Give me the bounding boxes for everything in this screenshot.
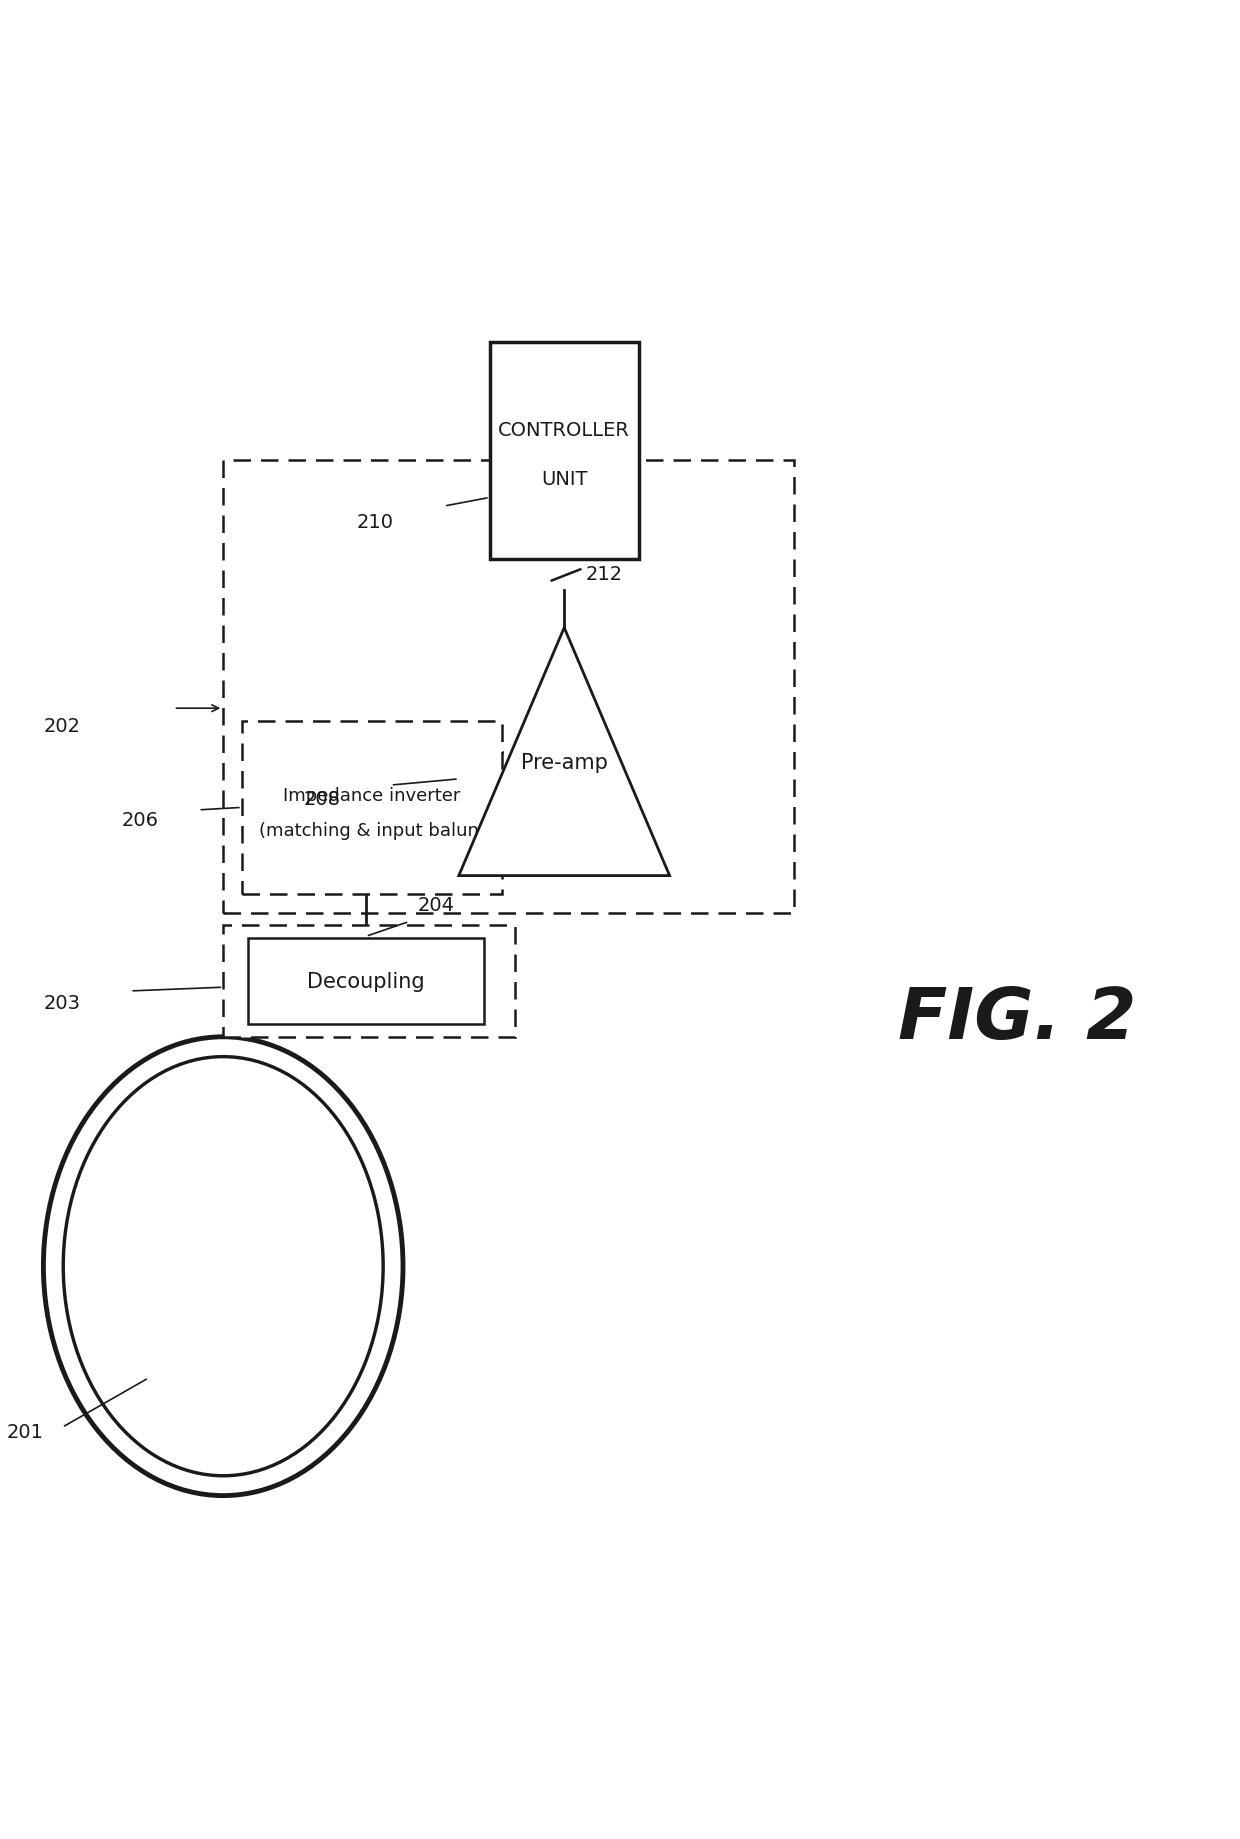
Bar	[242, 721, 502, 896]
Polygon shape	[459, 629, 670, 875]
Text: 206: 206	[122, 811, 159, 829]
Text: 201: 201	[6, 1423, 43, 1442]
Text: (matching & input balun): (matching & input balun)	[259, 822, 485, 839]
Text: 204: 204	[418, 896, 455, 914]
Text: Pre-amp: Pre-amp	[521, 752, 608, 772]
Ellipse shape	[43, 1037, 403, 1495]
Bar	[223, 462, 794, 914]
Bar	[248, 938, 484, 1024]
Bar	[223, 925, 515, 1037]
Text: FIG. 2: FIG. 2	[898, 984, 1136, 1054]
Text: Impedance inverter: Impedance inverter	[283, 787, 461, 804]
Text: 208: 208	[304, 789, 341, 809]
Text: 203: 203	[43, 993, 81, 1013]
Text: CONTROLLER: CONTROLLER	[498, 421, 630, 440]
Text: Decoupling: Decoupling	[308, 971, 424, 991]
Text: 202: 202	[43, 715, 81, 736]
Text: UNIT: UNIT	[541, 471, 588, 489]
Text: 212: 212	[585, 565, 622, 583]
Bar	[490, 344, 639, 561]
Text: 210: 210	[357, 513, 394, 531]
